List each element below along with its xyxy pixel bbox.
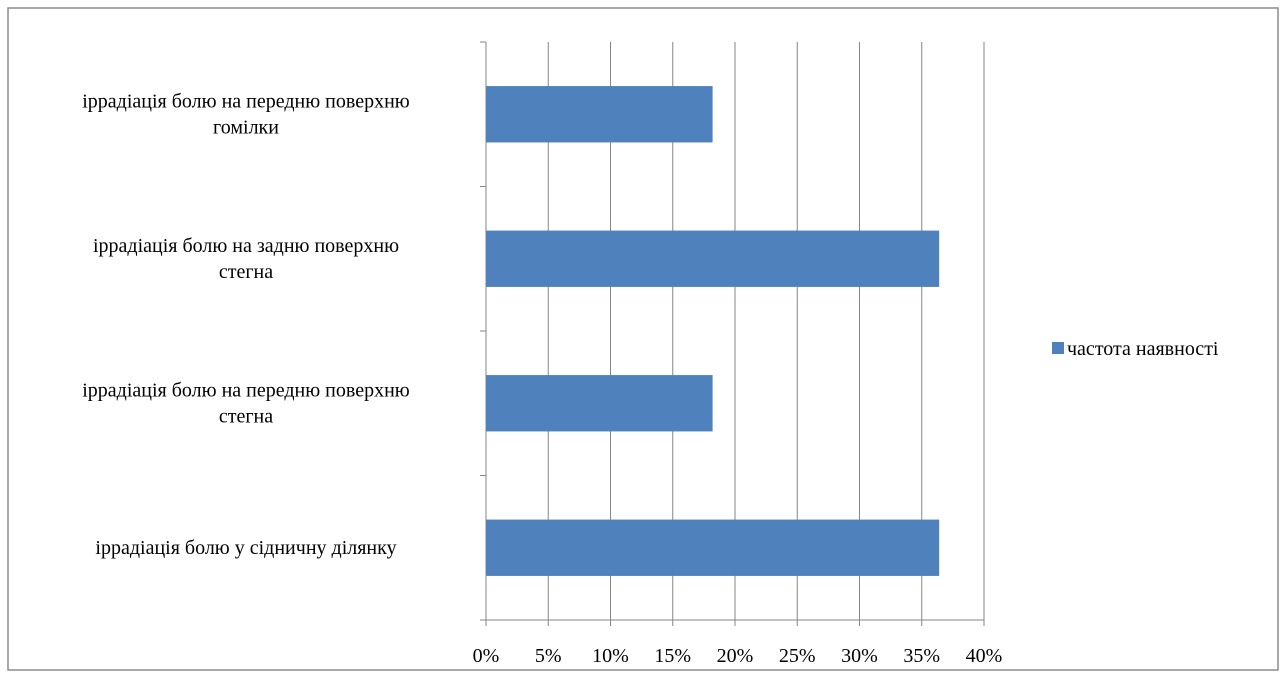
category-label: іррадіація болю на передню поверхню <box>82 379 410 401</box>
category-label: гомілки <box>213 116 279 138</box>
x-tick-label: 30% <box>841 645 878 667</box>
category-label: стегна <box>219 405 273 427</box>
x-tick-labels: 0% 5% 10% 15% 20% 25% 30% 35% 40% <box>473 645 1003 667</box>
bar <box>486 86 713 143</box>
category-label: іррадіація болю на передню поверхню <box>82 90 410 112</box>
category-label: іррадіація болю у сідничну ділянку <box>95 537 396 559</box>
x-tick-label: 0% <box>473 645 500 667</box>
bars <box>486 86 940 576</box>
x-tick-label: 40% <box>966 645 1003 667</box>
category-labels: іррадіація болю у сідничну ділянку ірраді… <box>82 90 410 559</box>
legend-swatch <box>1052 342 1064 354</box>
bar <box>486 230 940 287</box>
x-tick-label: 20% <box>717 645 754 667</box>
legend: частота наявності <box>1052 338 1219 360</box>
legend-label: частота наявності <box>1067 338 1219 360</box>
bar <box>486 519 940 576</box>
bar <box>486 375 713 432</box>
x-tick-label: 35% <box>903 645 940 667</box>
x-tick-label: 25% <box>779 645 816 667</box>
category-label: стегна <box>219 261 273 283</box>
category-label: іррадіація болю на задню поверхню <box>93 235 399 257</box>
x-tick-label: 15% <box>654 645 691 667</box>
x-tick-label: 5% <box>535 645 562 667</box>
x-tick-label: 10% <box>592 645 629 667</box>
